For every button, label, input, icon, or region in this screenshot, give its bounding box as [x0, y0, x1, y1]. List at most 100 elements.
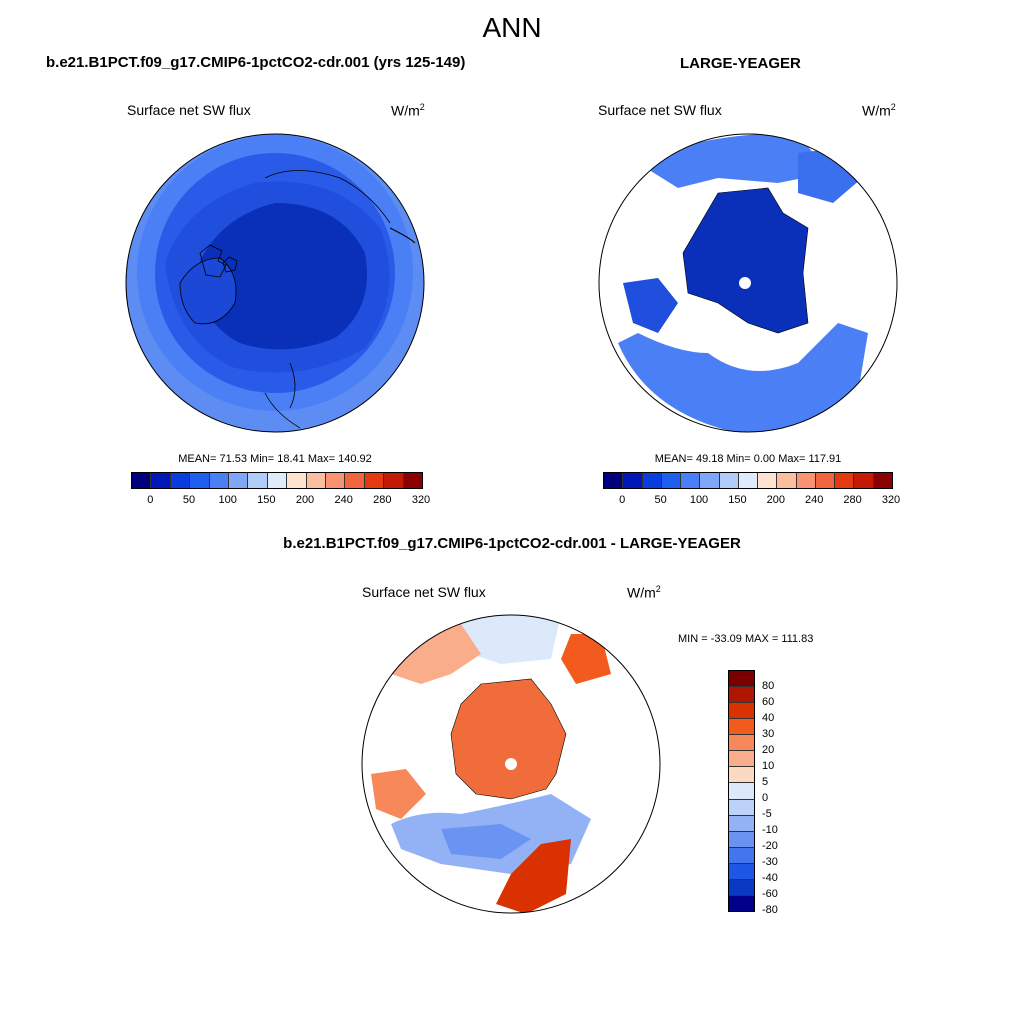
left-colorbar-tick-label: 150 — [257, 494, 276, 506]
right-colorbar-tick-label: 200 — [766, 494, 785, 506]
left-plot-label: Surface net SW flux — [127, 102, 251, 118]
left-colorbar-swatch — [132, 473, 152, 488]
diff-colorbar — [728, 670, 755, 912]
left-colorbar-tick-label: 240 — [334, 494, 353, 506]
diff-colorbar-tick-label: 30 — [762, 728, 775, 740]
diff-units: W/m2 — [627, 584, 661, 601]
diff-colorbar-tick-label: -40 — [762, 872, 778, 884]
right-polar-map — [598, 133, 898, 433]
diff-colorbar-swatch — [729, 687, 754, 704]
left-units: W/m2 — [391, 102, 425, 119]
diff-colorbar-tick-label: 20 — [762, 744, 775, 756]
diff-colorbar-tick-label: -5 — [762, 808, 772, 820]
diff-colorbar-tick-label: 0 — [762, 792, 769, 804]
diff-barents-warm — [561, 634, 611, 684]
left-colorbar-tick-label: 50 — [182, 494, 196, 506]
diff-colorbar-swatch — [729, 735, 754, 752]
left-colorbar-tick-label: 320 — [411, 494, 431, 506]
right-colorbar-tick-label: 0 — [619, 494, 626, 506]
right-pole-hole — [739, 277, 751, 289]
left-colorbar-swatch — [170, 473, 191, 488]
left-colorbar-swatch — [306, 473, 327, 488]
left-colorbar-tick-label: 100 — [218, 494, 237, 506]
diff-colorbar-swatch — [729, 703, 754, 720]
right-baffin — [623, 278, 678, 333]
left-greenland — [179, 257, 237, 325]
diff-colorbar-swatch — [729, 895, 754, 911]
left-colorbar-swatch — [384, 473, 404, 488]
left-colorbar-tick-label: 280 — [373, 494, 392, 506]
left-colorbar-tick-label: 200 — [295, 494, 315, 506]
right-colorbar-tick-label: 240 — [805, 494, 824, 506]
left-archipelago-coast — [199, 244, 238, 278]
right-colorbar-swatch — [777, 473, 797, 488]
diff-colorbar-swatch — [729, 767, 754, 784]
right-colorbar-swatch — [835, 473, 855, 488]
diff-colorbar-swatch — [729, 831, 754, 848]
left-colorbar-swatch — [403, 473, 423, 488]
right-case-title: LARGE-YEAGER — [680, 55, 801, 72]
left-colorbar — [131, 472, 423, 489]
right-colorbar-tick-label: 50 — [654, 494, 667, 506]
right-colorbar-swatch — [854, 473, 874, 488]
left-eurasia-coast — [264, 170, 391, 224]
diff-case-title: b.e21.B1PCT.f09_g17.CMIP6-1pctCO2-cdr.00… — [283, 535, 741, 552]
right-plot-label: Surface net SW flux — [598, 102, 722, 118]
diff-colorbar-ticks: 80 60 40 30 20 10 5 0 -5 -10 -20 -30 -40 -60 -80 — [762, 670, 802, 916]
diff-colorbar-swatch — [729, 751, 754, 768]
right-colorbar-swatch — [758, 473, 778, 488]
diff-colorbar-tick-label: 80 — [762, 680, 775, 692]
left-colorbar-swatch — [326, 473, 346, 488]
right-colorbar-ticks: 0 50 100 150 200 240 280 320 — [603, 494, 900, 508]
diff-colorbar-swatch — [729, 847, 754, 864]
left-colorbar-swatch — [248, 473, 268, 488]
left-colorbar-swatch — [209, 473, 230, 488]
right-colorbar-swatch — [796, 473, 816, 488]
diff-atlantic-deep-cool — [441, 824, 531, 859]
right-ice-ocean — [682, 187, 809, 334]
right-units: W/m2 — [862, 102, 896, 119]
diff-colorbar-swatch — [729, 863, 754, 880]
left-polar-map — [125, 133, 425, 433]
diff-colorbar-tick-label: 5 — [762, 776, 769, 788]
left-colorbar-tick-label: 0 — [147, 494, 154, 506]
left-america-coast — [264, 362, 301, 429]
right-colorbar-swatch — [873, 473, 892, 488]
right-colorbar-swatch — [642, 473, 662, 488]
right-colorbar-swatch — [738, 473, 759, 488]
right-colorbar — [603, 472, 893, 489]
right-colorbar-swatch — [700, 473, 720, 488]
diff-arctic-ocean — [450, 678, 567, 800]
right-stats: MEAN= 49.18 Min= 0.00 Max= 117.91 — [654, 453, 842, 465]
diff-colorbar-tick-label: 10 — [762, 760, 775, 772]
diff-colorbar-tick-label: -20 — [762, 840, 778, 852]
right-colorbar-tick-label: 150 — [728, 494, 747, 506]
figure-title: ANN — [482, 12, 542, 43]
diff-colorbar-swatch — [729, 671, 754, 688]
right-colorbar-swatch — [623, 473, 643, 488]
right-colorbar-tick-label: 100 — [689, 494, 709, 506]
right-colorbar-swatch — [815, 473, 836, 488]
diff-colorbar-tick-label: 60 — [762, 696, 775, 708]
diff-north-pacific — [391, 624, 481, 684]
diff-nordic-warm — [496, 839, 571, 913]
diff-colorbar-swatch — [729, 879, 754, 896]
diff-pole-hole — [505, 758, 517, 770]
left-case-title: b.e21.B1PCT.f09_g17.CMIP6-1pctCO2-cdr.00… — [46, 54, 466, 71]
diff-colorbar-tick-label: -10 — [762, 824, 778, 836]
right-colorbar-tick-label: 320 — [881, 494, 901, 506]
diff-baffin-warm — [371, 769, 426, 819]
diff-polar-map — [361, 614, 661, 914]
right-colorbar-swatch — [681, 473, 701, 488]
right-colorbar-swatch — [719, 473, 739, 488]
left-colorbar-swatch — [190, 473, 210, 488]
left-colorbar-swatch — [229, 473, 249, 488]
left-colorbar-swatch — [287, 473, 307, 488]
right-colorbar-tick-label: 280 — [843, 494, 862, 506]
left-colorbar-swatch — [364, 473, 385, 488]
right-outer-ocean — [618, 323, 868, 432]
left-scandinavia-coast — [389, 227, 416, 244]
diff-colorbar-tick-label: -60 — [762, 888, 778, 900]
diff-colorbar-tick-label: -30 — [762, 856, 778, 868]
left-stats: MEAN= 71.53 Min= 18.41 Max= 140.92 — [178, 453, 372, 465]
